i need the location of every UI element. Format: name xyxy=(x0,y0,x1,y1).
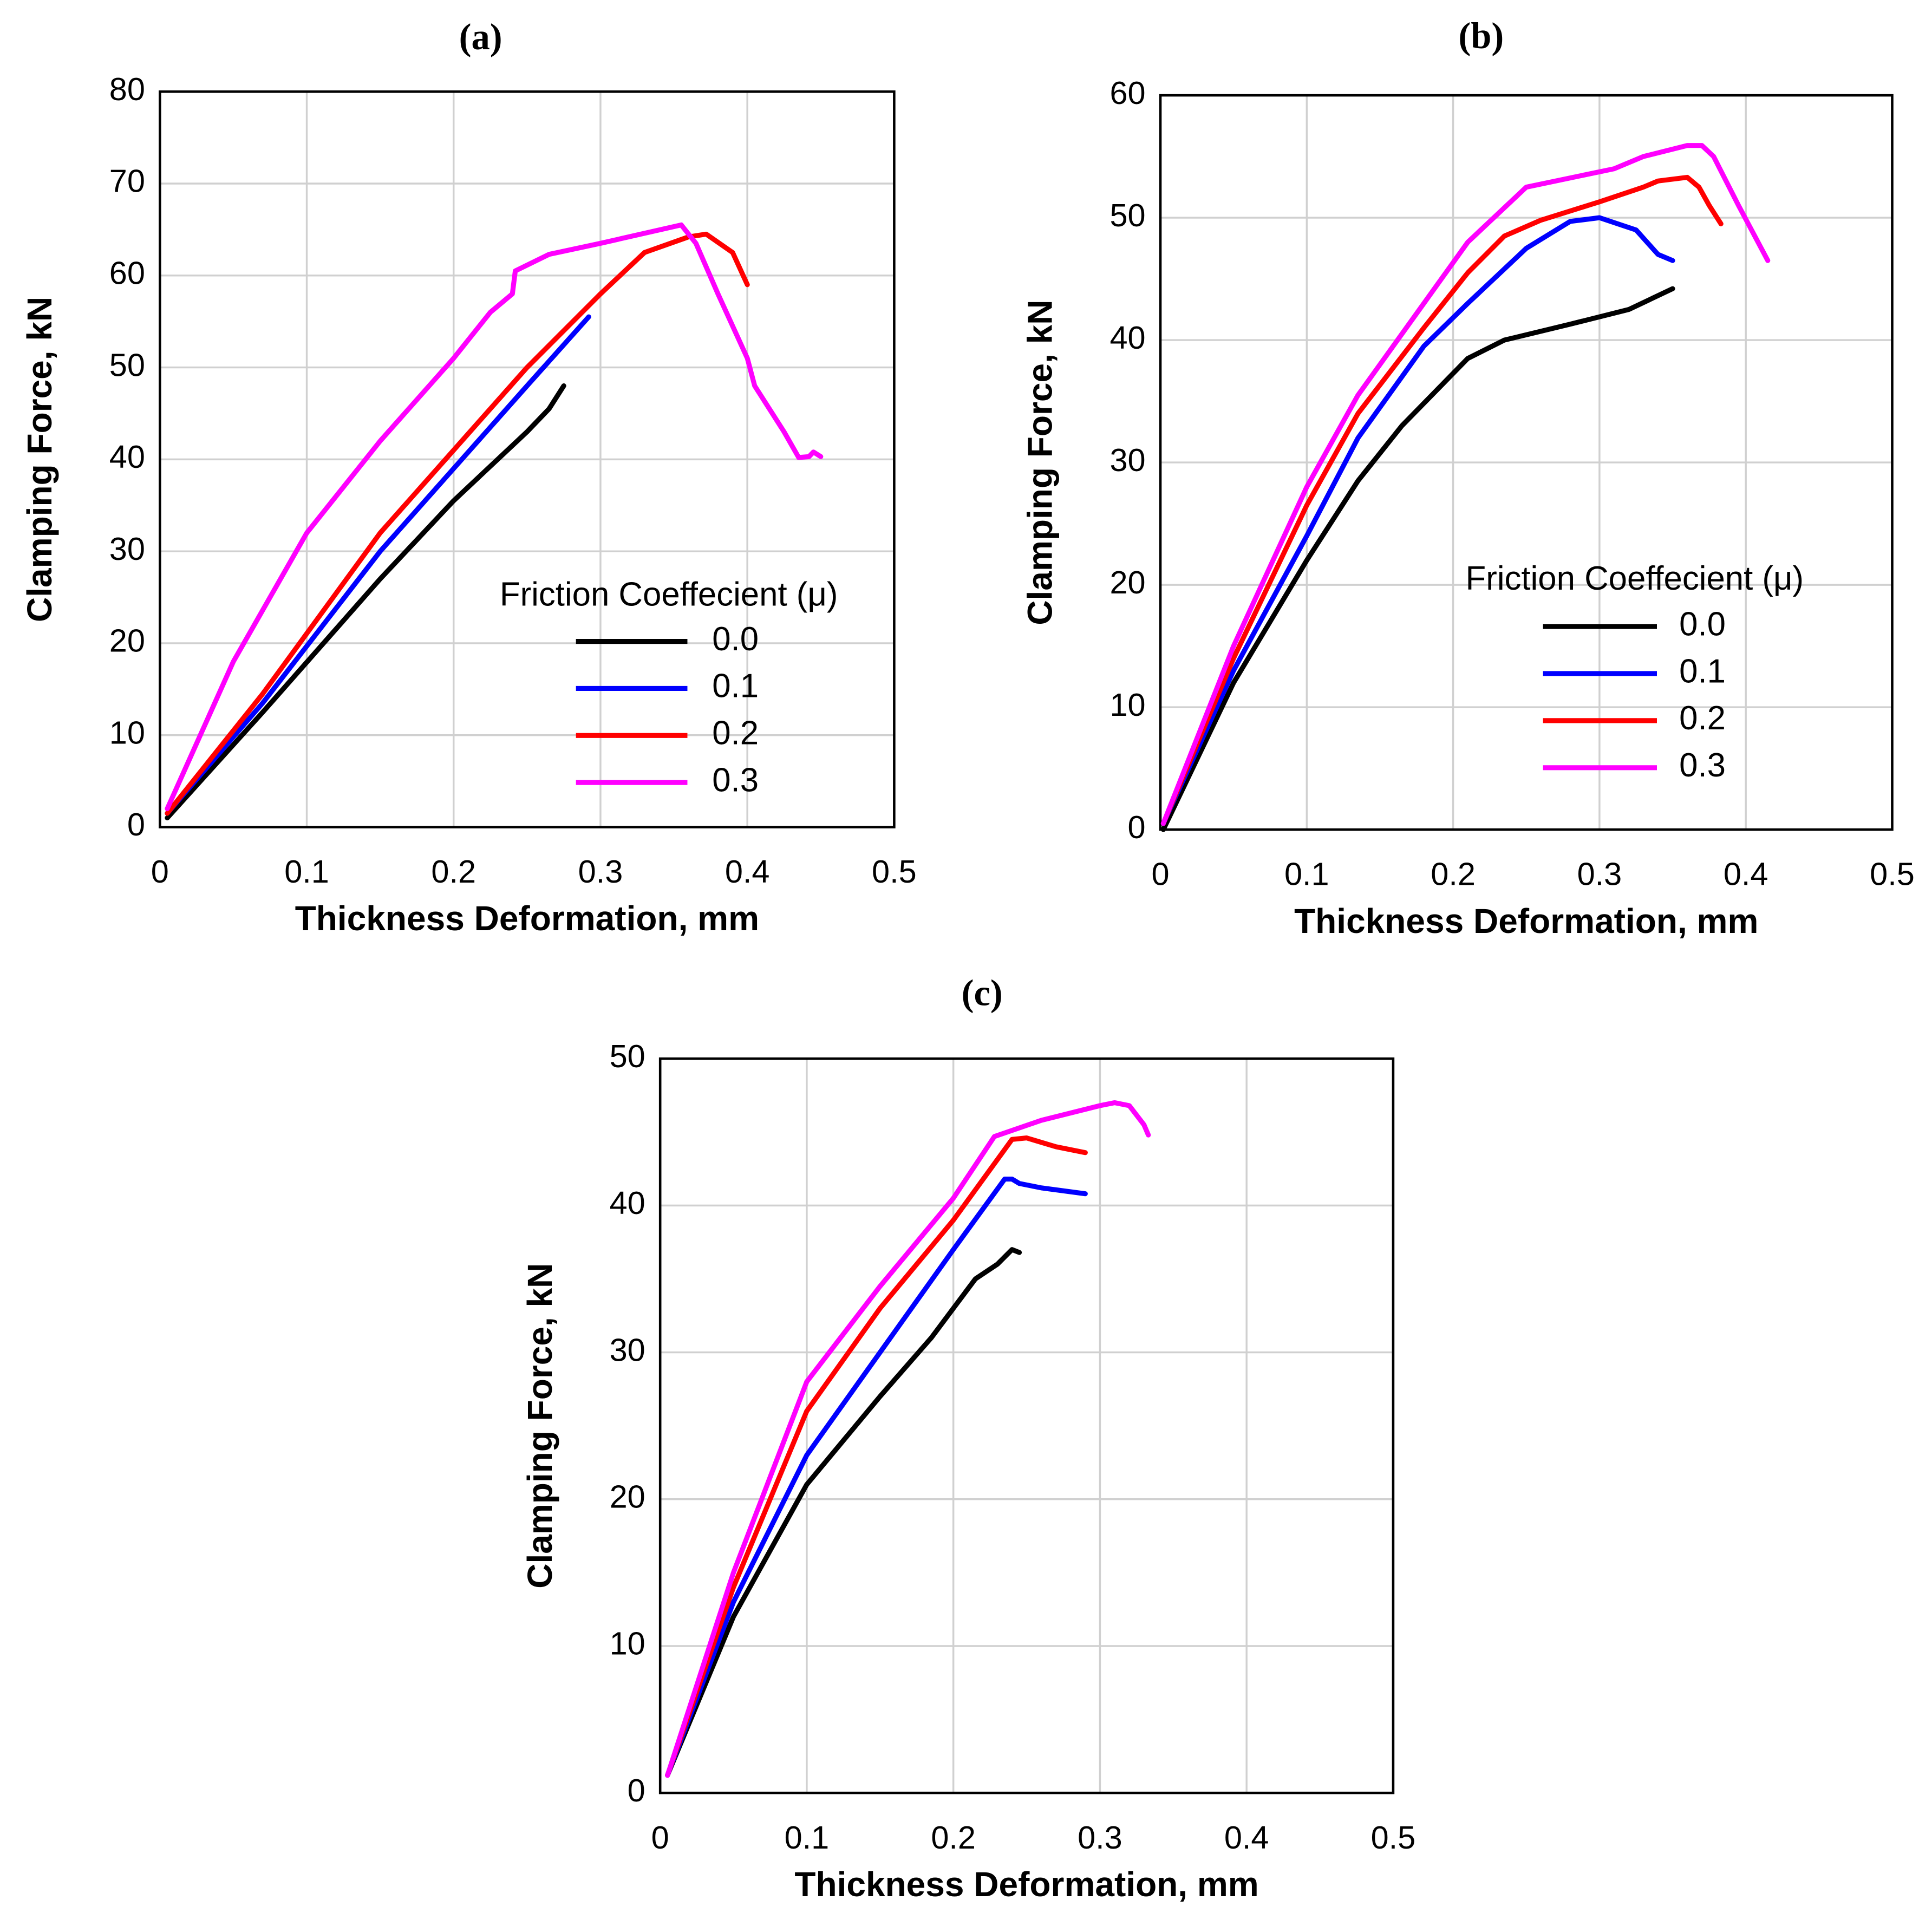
y-tick-label: 40 xyxy=(610,1185,645,1221)
y-tick-label: 50 xyxy=(610,1038,645,1074)
series-line xyxy=(165,231,750,816)
series-line xyxy=(665,1100,1151,1778)
plot-frame xyxy=(658,1057,1395,1794)
x-tick-label: 0.1 xyxy=(284,853,329,890)
chart-title: (b) xyxy=(1458,15,1504,56)
x-axis-label: Thickness Deformation, mm xyxy=(295,899,759,938)
series-line xyxy=(165,222,824,812)
y-tick-label: 40 xyxy=(109,439,145,475)
x-tick-label: 0.4 xyxy=(1224,1819,1269,1856)
x-tick-label: 0 xyxy=(151,853,169,890)
x-tick-label: 0 xyxy=(1151,856,1169,892)
y-tick-label: 0 xyxy=(127,806,145,843)
legend-label: 0.3 xyxy=(1679,747,1726,784)
x-tick-label: 0.2 xyxy=(1431,856,1476,892)
y-tick-label: 60 xyxy=(1109,75,1145,111)
y-tick-label: 30 xyxy=(109,531,145,567)
series-line xyxy=(665,1135,1088,1778)
legend-label: 0.3 xyxy=(712,762,759,799)
x-tick-label: 0.3 xyxy=(1577,856,1622,892)
y-tick-label: 50 xyxy=(1109,197,1145,233)
y-tick-label: 70 xyxy=(109,163,145,199)
series-line xyxy=(665,1247,1022,1778)
x-tick-label: 0 xyxy=(651,1819,669,1856)
legend-title: Friction Coeffecient (μ) xyxy=(500,576,838,613)
series-line xyxy=(1160,174,1724,826)
y-tick-label: 20 xyxy=(109,623,145,659)
legend-title: Friction Coeffecient (μ) xyxy=(1466,560,1804,597)
y-tick-label: 20 xyxy=(610,1478,645,1514)
x-tick-label: 0.3 xyxy=(1078,1819,1122,1856)
y-tick-label: 20 xyxy=(1109,564,1145,600)
legend-label: 0.0 xyxy=(1679,605,1726,643)
x-axis-label: Thickness Deformation, mm xyxy=(794,1865,1258,1904)
chart-title: (c) xyxy=(962,972,1003,1014)
x-tick-label: 0.4 xyxy=(1724,856,1768,892)
series-line xyxy=(1160,143,1771,826)
y-axis-label: Clamping Force, kN xyxy=(20,297,59,622)
legend-label: 0.1 xyxy=(712,668,759,705)
plot-frame xyxy=(159,90,896,828)
series-line xyxy=(1160,215,1675,826)
series-line xyxy=(165,383,566,821)
y-tick-label: 30 xyxy=(1109,442,1145,478)
x-tick-label: 0.5 xyxy=(872,853,917,890)
y-tick-label: 60 xyxy=(109,255,145,291)
x-tick-label: 0.5 xyxy=(1371,1819,1416,1856)
x-tick-label: 0.1 xyxy=(1284,856,1329,892)
y-axis-label: Clamping Force, kN xyxy=(520,1263,559,1589)
x-axis-label: Thickness Deformation, mm xyxy=(1294,902,1758,941)
y-tick-label: 10 xyxy=(109,714,145,750)
y-tick-label: 0 xyxy=(628,1772,645,1808)
legend-label: 0.2 xyxy=(712,715,759,752)
x-tick-label: 0.2 xyxy=(431,853,476,890)
y-tick-label: 80 xyxy=(109,71,145,107)
x-tick-label: 0.2 xyxy=(931,1819,976,1856)
legend-label: 0.2 xyxy=(1679,700,1726,737)
series-line xyxy=(165,314,591,816)
x-tick-label: 0.4 xyxy=(725,853,770,890)
legend-label: 0.0 xyxy=(712,621,759,658)
legend-label: 0.1 xyxy=(1679,652,1726,690)
y-tick-label: 10 xyxy=(1109,687,1145,723)
series-line xyxy=(665,1176,1088,1778)
x-tick-label: 0.5 xyxy=(1870,856,1915,892)
y-tick-label: 10 xyxy=(610,1625,645,1662)
plot-frame xyxy=(1159,94,1894,831)
x-tick-label: 0.1 xyxy=(785,1819,830,1856)
series-line xyxy=(1160,286,1675,832)
y-tick-label: 50 xyxy=(109,347,145,383)
y-axis-label: Clamping Force, kN xyxy=(1021,300,1060,625)
x-tick-label: 0.3 xyxy=(578,853,623,890)
y-tick-label: 40 xyxy=(1109,319,1145,356)
y-tick-label: 0 xyxy=(1128,809,1146,845)
y-tick-label: 30 xyxy=(610,1331,645,1368)
chart-title: (a) xyxy=(459,16,502,57)
